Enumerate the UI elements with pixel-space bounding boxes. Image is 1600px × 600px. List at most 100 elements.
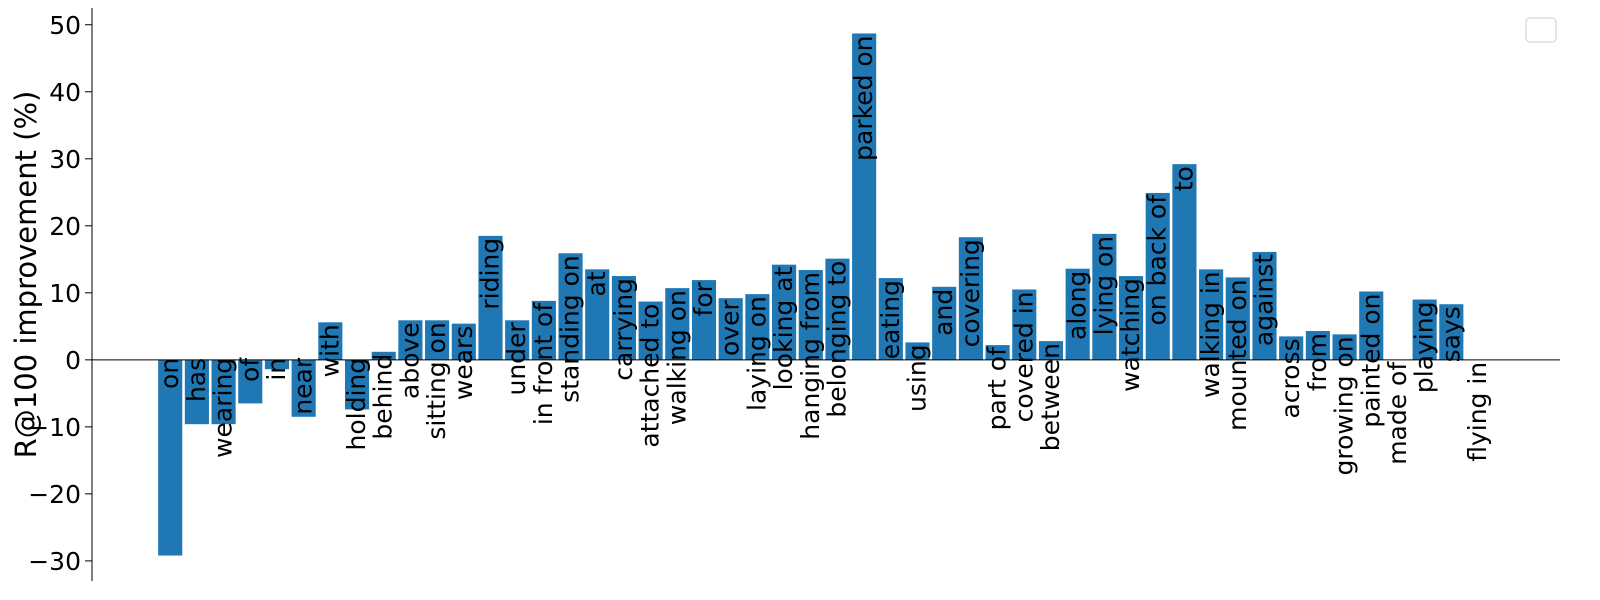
category-label: flying in <box>1463 362 1492 462</box>
bar-at <box>585 269 610 360</box>
bar-on-back-of <box>1145 192 1170 360</box>
category-label: made of <box>1383 361 1412 465</box>
bar-has <box>184 359 209 425</box>
bar-standing-on <box>558 253 583 360</box>
bar-against <box>1252 251 1277 360</box>
category-label: for <box>689 281 718 316</box>
category-label: holding <box>342 358 371 451</box>
category-label: part of <box>983 346 1012 431</box>
category-label: wearing <box>209 358 238 458</box>
bar-under <box>505 320 530 360</box>
category-label: at <box>582 271 611 296</box>
bar-on <box>158 359 183 556</box>
y-tick-label: 0 <box>65 346 81 375</box>
category-label: of <box>235 357 264 382</box>
category-label: attached to <box>636 304 665 448</box>
category-label: from <box>1303 333 1332 391</box>
bar-looking-at <box>772 264 797 360</box>
y-tick-label: 30 <box>49 145 81 174</box>
bar-watching <box>1118 276 1144 360</box>
bar-wears <box>451 323 476 360</box>
category-label: under <box>502 322 531 396</box>
category-label: watching <box>1116 278 1145 392</box>
category-label: sitting on <box>422 322 451 439</box>
legend-box <box>1525 17 1557 43</box>
bar-of <box>238 359 263 404</box>
bar-near <box>291 359 316 417</box>
category-label: wears <box>449 326 478 400</box>
category-label: over <box>716 299 745 355</box>
bar-from <box>1305 331 1330 360</box>
y-tick-label: −20 <box>28 480 81 509</box>
category-label: above <box>395 322 424 399</box>
category-label: walking in <box>1196 271 1225 398</box>
category-label: behind <box>369 354 398 440</box>
bar-riding <box>478 235 503 360</box>
category-label: standing on <box>556 255 585 403</box>
category-label: has <box>182 358 211 402</box>
bar-with <box>318 322 343 360</box>
bar-belonging-to <box>825 258 850 360</box>
bar-walking-on <box>665 288 690 360</box>
bar-along <box>1065 268 1090 360</box>
bar-part-of <box>985 345 1010 360</box>
bar-lying-on <box>1092 233 1117 360</box>
bar-parked-on <box>852 33 877 360</box>
y-axis-title: R@100 improvement (%) <box>9 91 43 459</box>
category-label: mounted on <box>1223 279 1252 430</box>
bar-behind <box>371 351 396 360</box>
bar-covered-in <box>1012 289 1037 360</box>
category-label: says <box>1436 306 1465 362</box>
category-label: growing on <box>1330 336 1359 475</box>
y-ticks: −30 −20 −10 0 10 20 30 40 50 <box>28 11 92 576</box>
bar-in <box>264 359 290 370</box>
category-label: belonging to <box>822 261 851 418</box>
category-label: lying on <box>1089 236 1118 336</box>
bars-group <box>158 33 1464 556</box>
category-label: parked on <box>849 35 878 160</box>
bar-over <box>718 298 743 360</box>
category-label: across <box>1276 338 1305 418</box>
category-label: playing <box>1410 302 1439 394</box>
y-tick-label: 40 <box>49 78 81 107</box>
bar-carrying <box>611 276 636 360</box>
bar-using <box>905 342 930 360</box>
category-label: and <box>929 289 958 336</box>
y-tick-label: 50 <box>49 11 81 40</box>
y-tick-label: −30 <box>28 547 81 576</box>
bar-eating <box>878 278 903 360</box>
category-label: in <box>262 358 291 381</box>
category-label: on <box>155 358 184 389</box>
bar-to <box>1172 164 1197 360</box>
category-label: laying on <box>742 296 771 411</box>
bar-growing-on <box>1332 334 1357 360</box>
y-tick-label: −10 <box>28 413 81 442</box>
bar-mounted-on <box>1225 277 1250 360</box>
category-label: on back of <box>1143 194 1172 326</box>
bar-in-front-of <box>531 300 556 360</box>
category-label: walking on <box>662 290 691 425</box>
bar-and <box>932 286 957 360</box>
bar-for <box>691 280 717 360</box>
category-label: between <box>1036 343 1065 451</box>
category-label: hanging from <box>796 272 825 440</box>
bar-sitting-on <box>425 320 450 360</box>
bar-attached-to <box>638 301 663 360</box>
bar-between <box>1038 341 1064 360</box>
category-label: to <box>1169 166 1198 191</box>
bar-playing <box>1412 299 1437 360</box>
category-label: near <box>289 357 318 415</box>
category-labels: onhaswearingofinnearwithholdingbehindabo… <box>155 35 1492 475</box>
y-tick-label: 20 <box>49 212 81 241</box>
category-label: eating <box>876 280 905 359</box>
bar-covering <box>958 237 983 360</box>
bar-painted-on <box>1359 291 1384 360</box>
category-label: painted on <box>1356 293 1385 427</box>
category-label: against <box>1249 254 1278 346</box>
category-label: using <box>903 344 932 412</box>
category-label: covering <box>956 239 985 347</box>
bar-walking-in <box>1199 269 1224 360</box>
bar-hanging-from <box>798 270 823 360</box>
category-label: carrying <box>609 278 638 381</box>
category-label: along <box>1063 271 1092 340</box>
